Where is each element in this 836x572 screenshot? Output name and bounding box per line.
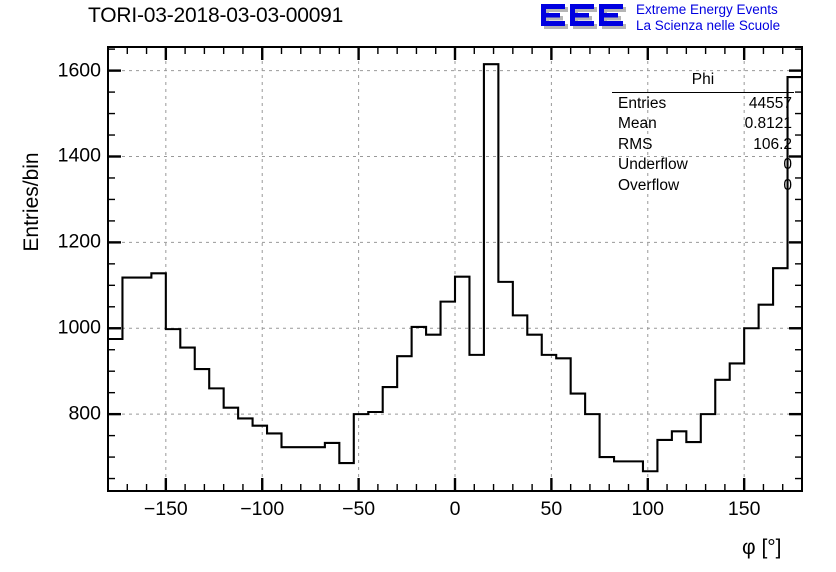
x-tick-label: 50 [540,498,563,520]
y-tick-labels: 800 1000 1200 1400 1600 [0,0,101,572]
y-tick-label: 1400 [57,144,101,167]
eee-logo: Extreme Energy Events La Scienza nelle S… [540,2,834,36]
stats-row-value: 106.2 [753,135,792,153]
x-tick-label: 150 [727,498,761,520]
stats-rows: Entries 44557 Mean 0.8121 RMS 106.2 Underflow 0… [612,94,794,197]
stats-row: Underflow 0 [612,155,794,176]
x-tick-label: −50 [342,498,376,520]
y-tick-label: 800 [68,402,101,425]
stats-row: Mean 0.8121 [612,114,794,135]
stats-row-key: Mean [618,115,657,132]
histogram-outline [108,63,802,473]
eee-logo-line2: La Scienza nelle Scuole [636,18,781,33]
stats-row: RMS 106.2 [612,135,794,156]
x-tick-label: −100 [240,498,285,520]
stats-row-key: Entries [618,94,667,112]
stats-row-key: Underflow [618,156,688,173]
stats-box: Phi Entries 44557 Mean 0.8121 RMS 106.2 Underf… [612,70,794,196]
y-tick-label: 1200 [57,230,101,253]
stats-row: Overflow 0 [612,176,794,197]
stats-row-key: Overflow [618,176,680,194]
x-tick-label: −150 [143,498,188,520]
eee-logo-text: Extreme Energy Events La Scienza nelle S… [636,2,780,34]
eee-logo-mark [541,4,626,29]
x-tick-label: 100 [631,498,665,520]
stats-row-value: 44557 [748,94,792,112]
y-tick-label: 1600 [57,59,101,82]
stats-row-value: 0.8121 [744,115,792,132]
stats-row: Entries 44557 [612,94,794,115]
stats-row-value: 0 [783,176,792,194]
x-axis-title: φ [°] [742,536,782,559]
page-title: TORI-03-2018-03-03-00091 [88,4,344,27]
stats-row-value: 0 [783,156,792,173]
eee-logo-line1: Extreme Energy Events [636,2,778,17]
stats-row-key: RMS [618,135,653,153]
y-tick-label: 1000 [57,316,101,339]
stats-title: Phi [612,70,794,93]
x-tick-label: 0 [449,498,461,520]
